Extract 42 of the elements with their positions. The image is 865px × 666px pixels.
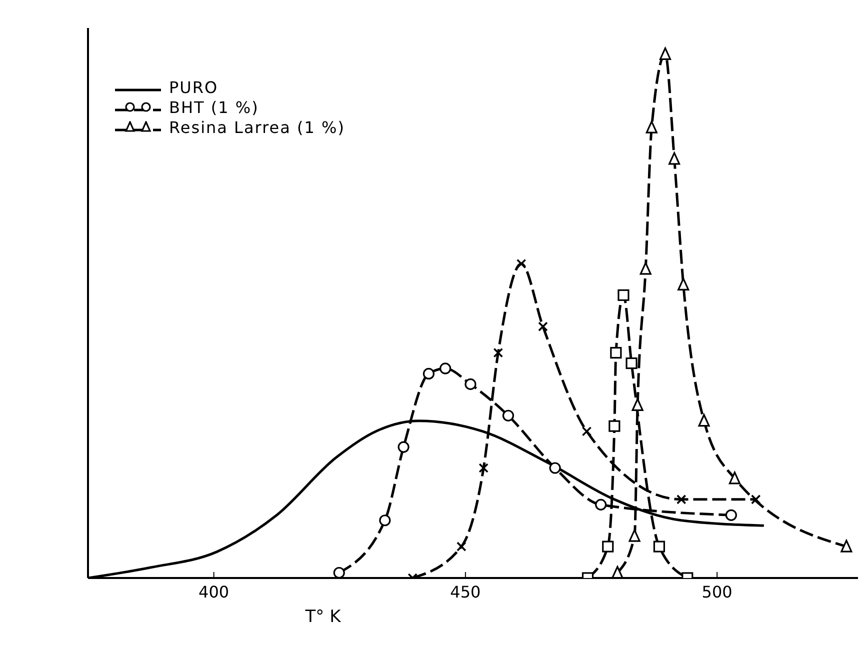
point xyxy=(725,509,737,521)
legend-label: BHT (1 %) xyxy=(169,98,259,118)
point xyxy=(698,414,710,427)
point xyxy=(478,463,488,473)
x-tick-label: 500 xyxy=(702,582,732,602)
point xyxy=(608,420,620,432)
point xyxy=(398,441,410,453)
point xyxy=(538,322,548,332)
point xyxy=(582,426,592,436)
point xyxy=(493,348,504,358)
point xyxy=(516,258,526,269)
point xyxy=(678,278,690,290)
point xyxy=(676,494,686,504)
point xyxy=(628,529,640,542)
point xyxy=(640,262,652,275)
point xyxy=(502,410,514,422)
x-tick-label: 450 xyxy=(450,582,481,602)
point xyxy=(333,566,345,578)
point xyxy=(602,540,614,552)
point xyxy=(612,566,624,578)
point xyxy=(464,378,476,390)
point xyxy=(728,472,740,484)
point xyxy=(549,462,561,474)
legend-label: Resina Larrea (1 %) xyxy=(169,118,345,138)
point xyxy=(618,289,630,301)
point xyxy=(840,540,852,552)
point xyxy=(422,368,435,380)
legend-label: PURO xyxy=(169,78,218,98)
point xyxy=(646,120,658,134)
point xyxy=(456,542,466,552)
x-axis-title: T° K xyxy=(304,607,342,627)
point xyxy=(659,47,672,60)
point xyxy=(610,346,622,359)
point xyxy=(626,357,638,370)
point xyxy=(653,540,666,552)
point xyxy=(595,498,607,510)
x-tick-label: 400 xyxy=(198,582,230,602)
point xyxy=(668,152,680,165)
point xyxy=(632,398,644,411)
point xyxy=(440,362,452,374)
point xyxy=(750,494,761,504)
point xyxy=(379,514,391,526)
